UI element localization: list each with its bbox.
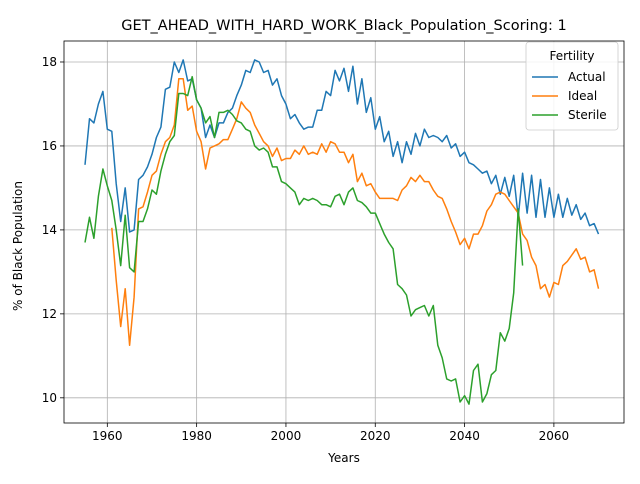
legend-label: Actual <box>568 70 606 84</box>
x-axis-ticks: 1960 1980 2000 2020 2040 2060 <box>92 423 569 443</box>
x-tick-label: 2000 <box>271 429 302 443</box>
x-tick-label: 2040 <box>449 429 480 443</box>
y-tick-label: 10 <box>42 391 57 405</box>
legend-label: Ideal <box>568 89 597 103</box>
plot-frame <box>63 40 625 424</box>
legend-items: Actual Ideal Sterile <box>532 70 607 122</box>
y-axis-label: % of Black Population <box>11 181 25 311</box>
legend-label: Sterile <box>568 108 607 122</box>
chart-title: GET_AHEAD_WITH_HARD_WORK_Black_Populatio… <box>121 18 566 34</box>
series-lines <box>84 59 600 405</box>
legend-title: Fertility <box>549 49 594 63</box>
y-axis-ticks: 10 12 14 16 18 <box>42 55 64 405</box>
legend: Fertility Actual Ideal Sterile <box>525 41 619 131</box>
x-tick-label: 1960 <box>92 429 123 443</box>
x-tick-label: 2020 <box>360 429 391 443</box>
y-tick-label: 14 <box>42 223 57 237</box>
series-line-actual <box>84 59 600 235</box>
y-tick-label: 18 <box>42 55 57 69</box>
y-tick-label: 12 <box>42 307 57 321</box>
y-tick-label: 16 <box>42 139 57 153</box>
x-axis-label: Years <box>327 451 360 465</box>
series-line-sterile <box>84 75 524 405</box>
x-tick-label: 1980 <box>181 429 212 443</box>
x-tick-label: 2060 <box>539 429 570 443</box>
legend-box <box>525 41 619 131</box>
